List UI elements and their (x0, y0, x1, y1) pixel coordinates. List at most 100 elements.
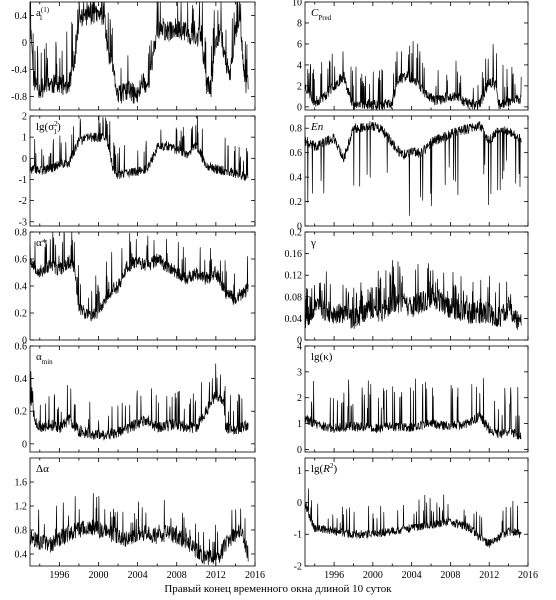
y-tick-label: 0 (22, 439, 27, 450)
y-tick-label: 0.8 (15, 228, 28, 239)
panel-label-alphastar: α* (36, 237, 47, 249)
x-tick-label: 1996 (324, 570, 344, 581)
panel-label-alphamin: αmin (36, 351, 53, 366)
x-tick-label: 2012 (206, 570, 226, 581)
y-tick-label: 0 (297, 336, 302, 347)
panel-label-lgr2: lg(R2) (311, 462, 337, 475)
series-line-lgsigma (29, 115, 249, 182)
y-tick-label: 0.12 (285, 271, 303, 282)
panel-frame (304, 231, 529, 341)
x-tick-label: 2000 (363, 570, 383, 581)
y-tick-label: 0 (22, 38, 27, 49)
y-tick-label: 0.4 (290, 173, 303, 184)
series-line-dalpha (29, 492, 249, 567)
y-tick-label: -1 (19, 175, 27, 186)
y-tick-label: 0.16 (285, 249, 303, 260)
x-tick-label: 2008 (440, 570, 460, 581)
y-tick-label: -0.4 (11, 65, 27, 76)
y-tick-label: -1 (294, 530, 302, 541)
x-tick-label: 1996 (49, 570, 69, 581)
y-tick-label: 8 (297, 18, 302, 29)
panel-frame (304, 457, 529, 567)
y-tick-label: 0.2 (290, 197, 303, 208)
y-tick-label: 1 (22, 133, 27, 144)
panel-gamma: 0.2 0.16 0.12 0.08 0.04 0 γ (285, 228, 529, 347)
y-tick-label: 0.2 (15, 309, 28, 320)
panel-cpred: 10 8 6 4 2 0 CPred (292, 0, 529, 113)
y-tick-label: 0.04 (285, 314, 303, 325)
series-line-en (304, 120, 522, 216)
y-tick-label: 2 (297, 393, 302, 404)
series-line-alphastar (29, 231, 249, 322)
series-line-lgkappa (304, 377, 522, 440)
y-tick-label: 0 (22, 336, 27, 347)
y-tick-label: 6 (297, 39, 302, 50)
series-line-alphamin (29, 363, 249, 441)
y-tick-label: -3 (19, 217, 27, 228)
y-tick-label: 0.4 (15, 11, 28, 22)
panel-lgsigma: 2 1 0 -1 -2 -3 lg(σ2 1) (19, 112, 256, 228)
panel-frame (29, 457, 256, 567)
y-tick-label: 0.2 (290, 228, 303, 239)
x-tick-label: 2008 (167, 570, 187, 581)
panel-label-cpred: CPred (311, 7, 332, 22)
panel-a1: 0.4 0 -0.4 -0.8 a(1) 1 (11, 1, 256, 111)
panel-label-en: En (310, 121, 324, 133)
x-tick-label: 2004 (128, 570, 148, 581)
y-tick-label: 0.2 (15, 407, 28, 418)
panel-alphamin: 0.6 0.4 0.2 0 αmin (15, 342, 256, 453)
y-tick-label: 0.4 (15, 374, 28, 385)
panel-frame (304, 345, 529, 453)
y-tick-label: -0.8 (11, 92, 27, 103)
y-tick-label: 0.4 (15, 282, 28, 293)
y-tick-label: 1.2 (15, 502, 28, 513)
panel-label-a1: a(1) 1 (36, 6, 50, 22)
y-tick-label: -2 (294, 562, 302, 573)
panels: 0.40-0.4-0.8a(1) 11086420CPred210-1-2-3lg… (11, 0, 538, 581)
series-line-a1 (29, 1, 249, 104)
y-tick-label: 0.8 (15, 526, 28, 537)
x-tick-label: 2012 (479, 570, 499, 581)
y-tick-label: 0.6 (290, 148, 303, 159)
panel-alphastar: 0.8 0.6 0.4 0.2 0 α* (15, 228, 256, 347)
panel-lgkappa: 4 3 2 1 0 lg(κ) (297, 342, 529, 456)
panel-frame (304, 1, 529, 111)
y-tick-label: 0 (22, 154, 27, 165)
y-tick-label: 4 (297, 342, 302, 353)
y-tick-label: -2 (19, 196, 27, 207)
y-tick-label: 10 (292, 0, 302, 9)
y-tick-label: 0.08 (285, 292, 303, 303)
panel-frame (29, 345, 256, 453)
y-tick-label: 0.6 (15, 342, 28, 353)
y-tick-label: 0 (297, 102, 302, 113)
panel-frame (29, 1, 256, 111)
panel-label-lgkappa: lg(κ) (311, 351, 333, 363)
x-tick-label: 2004 (402, 570, 422, 581)
y-tick-label: 1 (297, 466, 302, 477)
y-tick-label: 1.6 (15, 478, 28, 489)
y-tick-label: 3 (297, 367, 302, 378)
panel-label-dalpha: Δα (36, 463, 49, 475)
x-tick-label: 2016 (518, 570, 538, 581)
panel-label-gamma: γ (310, 237, 316, 249)
y-tick-label: 0.4 (15, 550, 28, 561)
y-tick-label: 2 (297, 81, 302, 92)
y-tick-label: 1 (297, 419, 302, 430)
y-tick-label: 0 (297, 222, 302, 233)
series-line-gamma (304, 260, 522, 330)
panel-frame (304, 115, 529, 227)
panel-label-lgsigma: lg(σ2 1) (36, 120, 61, 136)
y-tick-label: 0 (297, 498, 302, 509)
y-tick-label: 0.6 (15, 255, 28, 266)
panel-lgr2: 1 0 -1 -2 1996 2000 2004 2008 2012 2016 lg(R2) (294, 457, 538, 581)
y-tick-label: 4 (297, 60, 302, 71)
series-line-lgr2 (304, 488, 522, 548)
panel-dalpha: 1.6 1.2 0.8 0.4 1996 2000 2004 2008 2012 2016 Δα (15, 457, 265, 581)
figure-caption: Правый конец временного окна длиной 10 с… (164, 583, 392, 595)
y-tick-label: 0.8 (290, 124, 303, 135)
panel-en: 0.8 0.6 0.4 0.2 0 En (290, 115, 529, 233)
y-tick-label: 2 (22, 112, 27, 123)
x-tick-label: 2016 (245, 570, 265, 581)
y-tick-label: 0 (297, 445, 302, 456)
